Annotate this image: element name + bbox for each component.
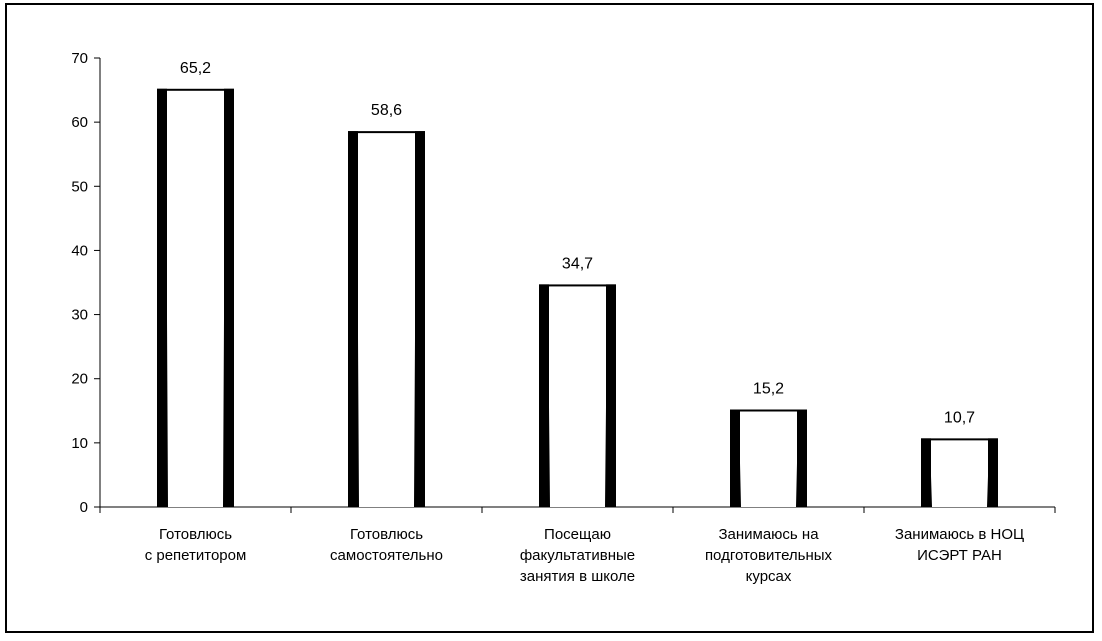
bar-value-label: 10,7 xyxy=(944,409,975,426)
category-label-line: занятия в школе xyxy=(520,568,635,585)
category-label-line: ИСЭРТ РАН xyxy=(917,547,1002,564)
bar xyxy=(348,131,425,507)
bar-value-label: 34,7 xyxy=(562,255,593,272)
bar xyxy=(921,438,998,507)
category-label: Занимаюсь на подготовительных курсах xyxy=(705,526,833,585)
bar-right-border xyxy=(223,88,234,507)
bar xyxy=(157,88,234,507)
bar-top-border xyxy=(921,438,998,441)
bar-top-border xyxy=(539,284,616,287)
category-label-line: Посещаю xyxy=(544,526,611,543)
bar-value-label: 58,6 xyxy=(371,102,402,119)
category-label-line: факультативные xyxy=(520,547,635,564)
category-label-line: Занимаюсь в НОЦ xyxy=(895,526,1024,543)
category-label: Посещаю факультативные занятия в школе xyxy=(520,526,635,585)
bar-value-label: 15,2 xyxy=(753,381,784,398)
bar-right-border xyxy=(796,409,807,507)
bar-right-border xyxy=(605,284,616,507)
category-label-line: Готовлюсь xyxy=(159,526,232,543)
bar-left-border xyxy=(348,131,359,507)
bar-top-border xyxy=(157,88,234,91)
bars xyxy=(157,88,998,507)
category-label-line: подготовительных xyxy=(705,547,833,564)
bar-top-border xyxy=(730,409,807,412)
y-tick-label: 70 xyxy=(71,50,88,67)
bar-fill xyxy=(348,131,425,507)
category-label-line: Готовлюсь xyxy=(350,526,423,543)
y-tick-label: 30 xyxy=(71,307,88,324)
labels: 65,2 58,6 34,7 15,2 10,7 Готовлюсь с репетитор… xyxy=(145,60,1024,585)
category-label-line: с репетитором xyxy=(145,547,247,564)
category-label: Готовлюсь с репетитором xyxy=(145,526,247,564)
y-tick-label: 50 xyxy=(71,178,88,195)
bar-fill xyxy=(539,284,616,507)
y-tick-label: 60 xyxy=(71,114,88,131)
bar-right-border xyxy=(414,131,425,507)
y-tick-label: 0 xyxy=(80,499,88,516)
bar-fill xyxy=(730,409,807,507)
bar-left-border xyxy=(730,409,741,507)
category-label-line: курсах xyxy=(746,568,792,585)
y-tick-label: 40 xyxy=(71,242,88,259)
bar-top-border xyxy=(348,131,425,134)
bar-left-border xyxy=(921,438,932,507)
category-label-line: Занимаюсь на xyxy=(718,526,819,543)
bar-right-border xyxy=(987,438,998,507)
category-label-line: самостоятельно xyxy=(330,547,443,564)
y-tick-label: 10 xyxy=(71,435,88,452)
bar-fill xyxy=(157,88,234,507)
bar-fill xyxy=(921,438,998,507)
bar-left-border xyxy=(157,88,168,507)
bar-left-border xyxy=(539,284,550,507)
y-tick-label: 20 xyxy=(71,371,88,388)
bar-value-label: 65,2 xyxy=(180,60,211,77)
category-label: Готовлюсь самостоятельно xyxy=(330,526,443,564)
bar xyxy=(730,409,807,507)
bar xyxy=(539,284,616,507)
category-label: Занимаюсь в НОЦ ИСЭРТ РАН xyxy=(895,526,1024,564)
axes: 0 10 20 30 40 50 60 70 xyxy=(71,50,1056,516)
